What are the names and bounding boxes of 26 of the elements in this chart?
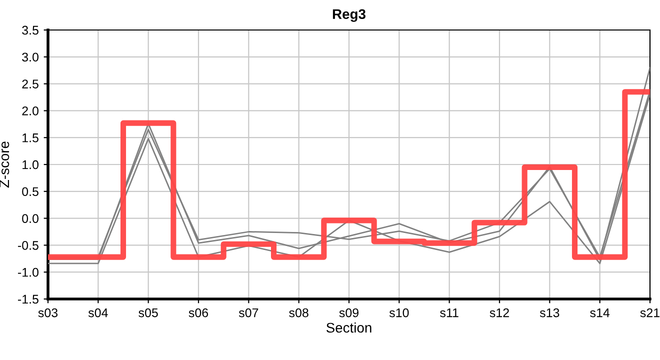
x-tick-label: s21 [640,308,660,318]
y-tick-label: -1.0 [18,268,38,277]
x-tick-label: s12 [490,308,509,318]
y-tick-label: 2.5 [22,80,38,88]
x-tick-label: s11 [440,308,458,318]
y-tick-label: 0.0 [22,214,38,223]
chart-title: Reg3 [332,9,366,22]
x-tick-label: s10 [389,308,409,318]
x-tick-label: s06 [188,308,208,318]
x-tick-label: s04 [88,308,108,318]
y-tick-label: -0.5 [18,241,38,250]
x-axis-title: Section [326,322,372,333]
y-tick-label: 0.5 [22,187,38,196]
y-tick-label: 3.5 [22,26,38,35]
y-tick-label: 3.0 [22,52,38,62]
y-tick-label: -1.5 [18,294,38,304]
x-tick-label: s05 [138,308,158,318]
y-tick-label: 1.0 [22,160,38,170]
x-tick-label: s14 [590,308,610,318]
y-tick-label: 1.5 [22,134,38,142]
y-tick-label: 2.0 [22,106,38,116]
x-tick-label: s03 [38,308,58,318]
x-tick-label: s07 [238,308,258,318]
x-tick-label: s09 [339,308,358,318]
x-tick-label: s13 [540,308,560,318]
x-tick-label: s08 [289,308,308,318]
